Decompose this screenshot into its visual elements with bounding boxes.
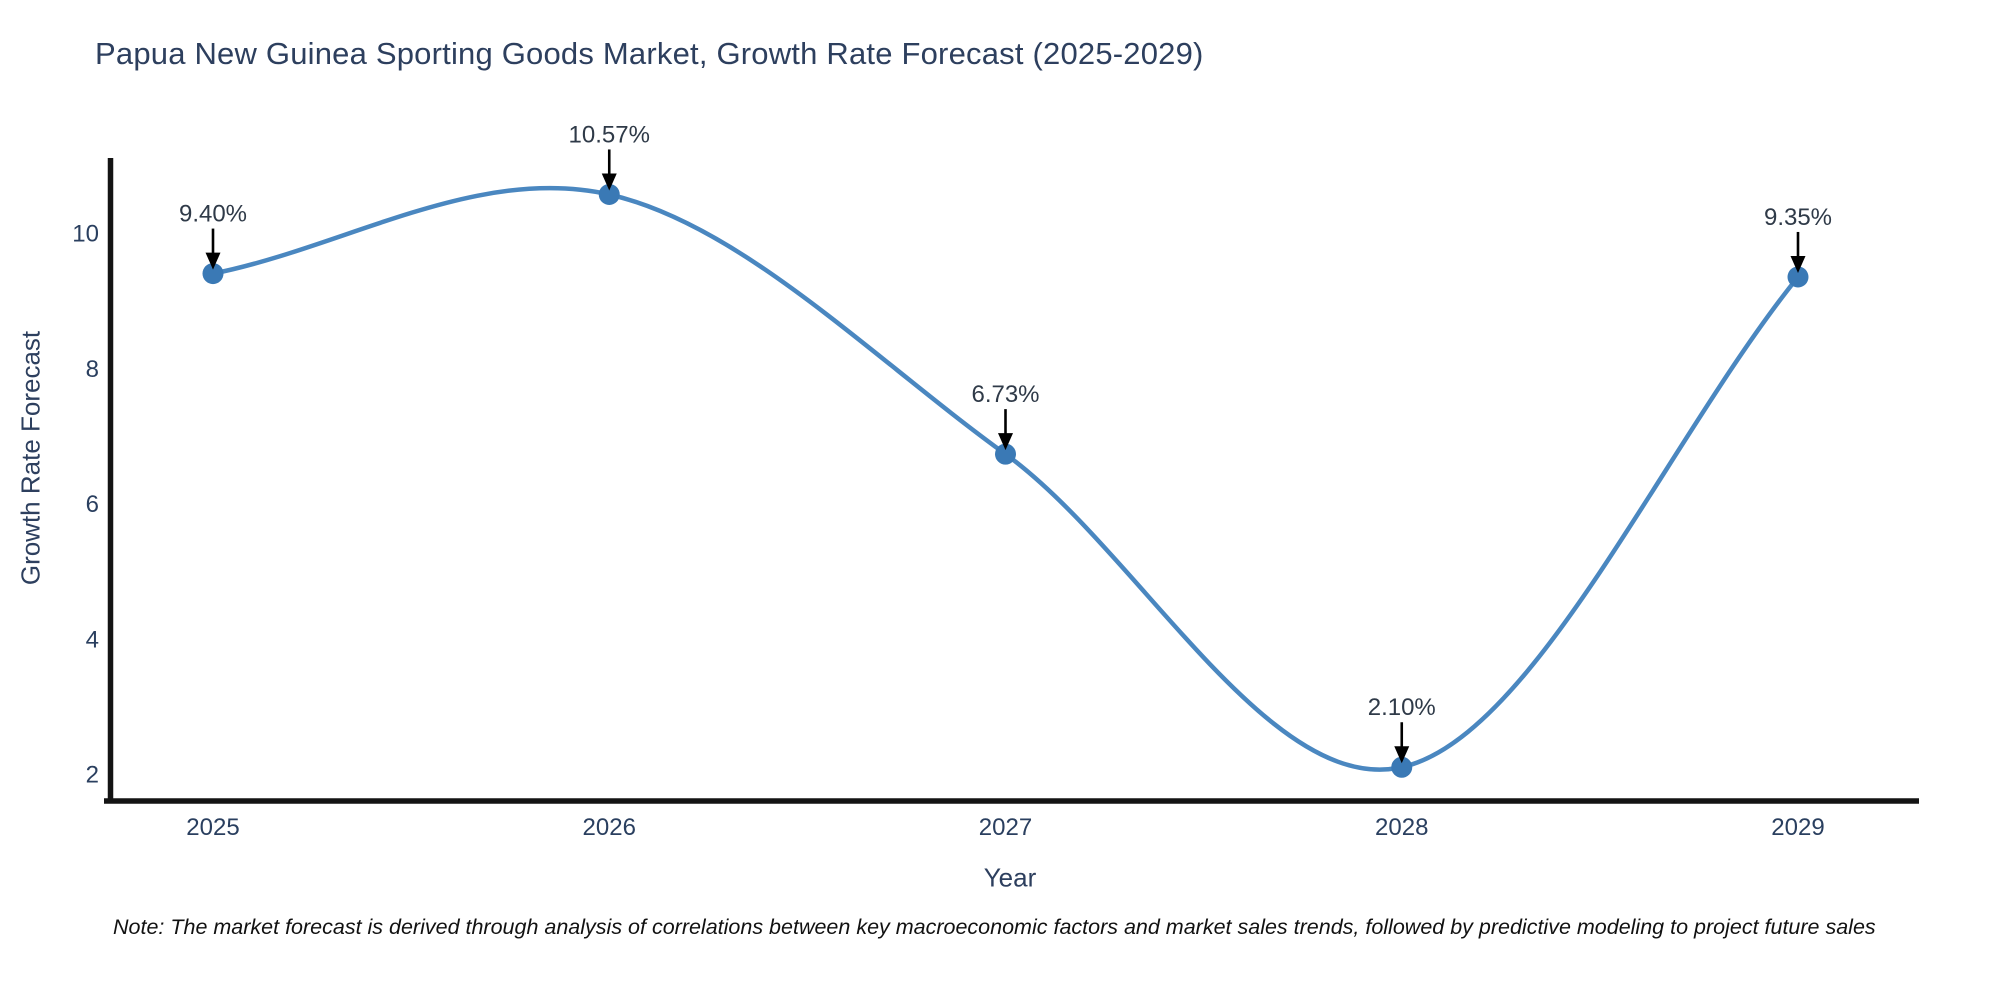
annotation-arrow-head-icon [998,433,1013,451]
annotation-arrow-head-icon [601,173,617,191]
data-point-2028[interactable] [1391,756,1413,778]
y-tick-label: 6 [86,491,99,518]
x-axis-title: Year [983,862,1037,893]
point-value-label: 6.73% [971,381,1039,408]
forecast-line [210,185,1801,772]
y-tick-label: 10 [72,221,99,248]
point-value-label: 2.10% [1368,694,1436,721]
annotation-arrow-head-icon [1790,255,1806,273]
data-point-2026[interactable] [598,183,620,205]
annotation-arrow-head-icon [1394,746,1410,764]
data-point-2029[interactable] [1787,266,1809,288]
x-tick-label: 2029 [1771,814,1824,841]
y-tick-label: 8 [86,356,99,383]
note-annotation: Note: The market forecast is derived thr… [113,915,1876,939]
x-tick-label: 2027 [979,814,1032,841]
x-tick-label: 2026 [583,814,636,841]
point-value-label: 9.40% [179,201,247,228]
x-tick-label: 2028 [1375,814,1428,841]
point-value-label: 9.35% [1764,204,1832,231]
data-point-2027[interactable] [995,443,1016,465]
chart-title: Papua New Guinea Sporting Goods Market, … [95,36,1204,71]
y-tick-label: 2 [86,762,99,789]
point-value-label: 10.57% [569,121,650,148]
y-tick-label: 4 [86,626,99,653]
x-tick-label: 2025 [186,814,239,841]
annotation-arrow-head-icon [205,252,221,270]
data-point-2025[interactable] [202,263,224,285]
